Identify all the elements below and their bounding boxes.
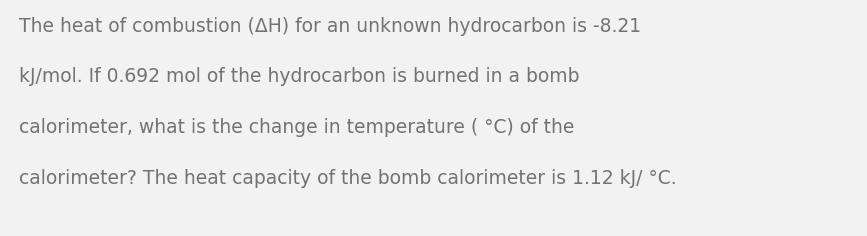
Text: calorimeter? The heat capacity of the bomb calorimeter is 1.12 kJ/ °C.: calorimeter? The heat capacity of the bo… <box>19 169 677 188</box>
Text: The heat of combustion (ΔH) for an unknown hydrocarbon is -8.21: The heat of combustion (ΔH) for an unkno… <box>19 17 642 36</box>
Text: kJ/mol. If 0.692 mol of the hydrocarbon is burned in a bomb: kJ/mol. If 0.692 mol of the hydrocarbon … <box>19 67 579 86</box>
Text: calorimeter, what is the change in temperature ( °C) of the: calorimeter, what is the change in tempe… <box>19 118 575 137</box>
